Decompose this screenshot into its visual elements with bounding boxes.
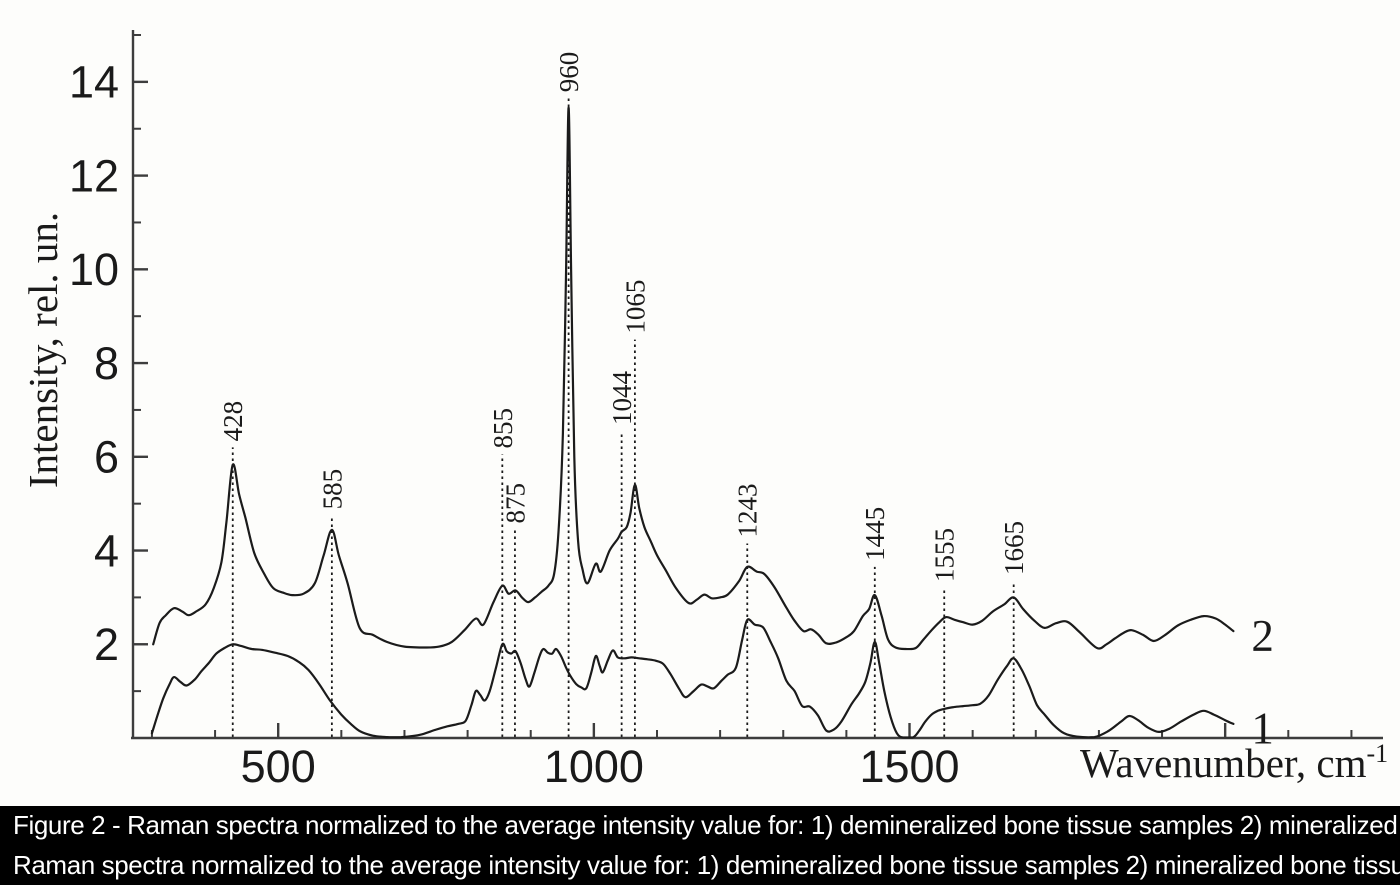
curve-label-1: 1 [1251,704,1274,754]
peak-wavenumber-label: 428 [218,401,248,442]
y-tick-label: 8 [94,338,119,389]
x-tick-label: 500 [241,741,316,792]
y-axis-ticks: 2 4 6 8 10 12 14 [69,34,148,693]
x-axis-ticks: 500 1000 1500 [150,723,1353,792]
peak-wavenumber-label: 855 [488,408,518,449]
peak-wavenumber-label: 1445 [860,507,890,561]
y-tick-label: 10 [69,244,119,295]
peak-annotations: 428 585 855 875 960 1044 1065 1243 1445 1555 1665 [218,52,1029,737]
x-tick-label: 1500 [859,741,959,792]
spectrum-curve-2 [152,106,1235,651]
caption-line-1: Figure 2 - Raman spectra normalized to t… [13,810,1400,840]
x-tick-label: 1000 [544,741,644,792]
y-tick-label: 12 [69,150,119,201]
peak-wavenumber-label: 960 [554,52,584,93]
peak-wavenumber-label: 1243 [733,484,763,538]
peak-wavenumber-label: 585 [317,469,347,510]
curve-2-mineralized: 2 [152,106,1274,661]
y-tick-label: 2 [94,619,119,670]
peak-wavenumber-label: 875 [500,483,530,524]
curve-1-demineralized: 1 [150,618,1274,754]
peak-wavenumber-label: 1044 [607,371,637,426]
y-tick-label: 4 [94,525,119,576]
axis-titles: Intensity, rel. un. Wavenumber, cm-1 [20,212,1388,786]
figure-caption: Figure 2 - Raman spectra normalized to t… [0,806,1400,885]
y-axis-title: Intensity, rel. un. [20,212,66,488]
curve-label-2: 2 [1251,611,1274,661]
x-axis-title: Wavenumber, cm-1 [1080,739,1388,786]
y-tick-label: 6 [94,432,119,483]
spectrum-curve-1 [150,618,1235,739]
peak-wavenumber-label: 1555 [930,528,960,582]
peak-wavenumber-label: 1065 [620,280,650,334]
y-tick-label: 14 [69,57,119,108]
axes [131,30,1383,740]
peak-wavenumber-label: 1665 [999,521,1029,575]
caption-line-2: Raman spectra normalized to the average … [13,850,1400,880]
